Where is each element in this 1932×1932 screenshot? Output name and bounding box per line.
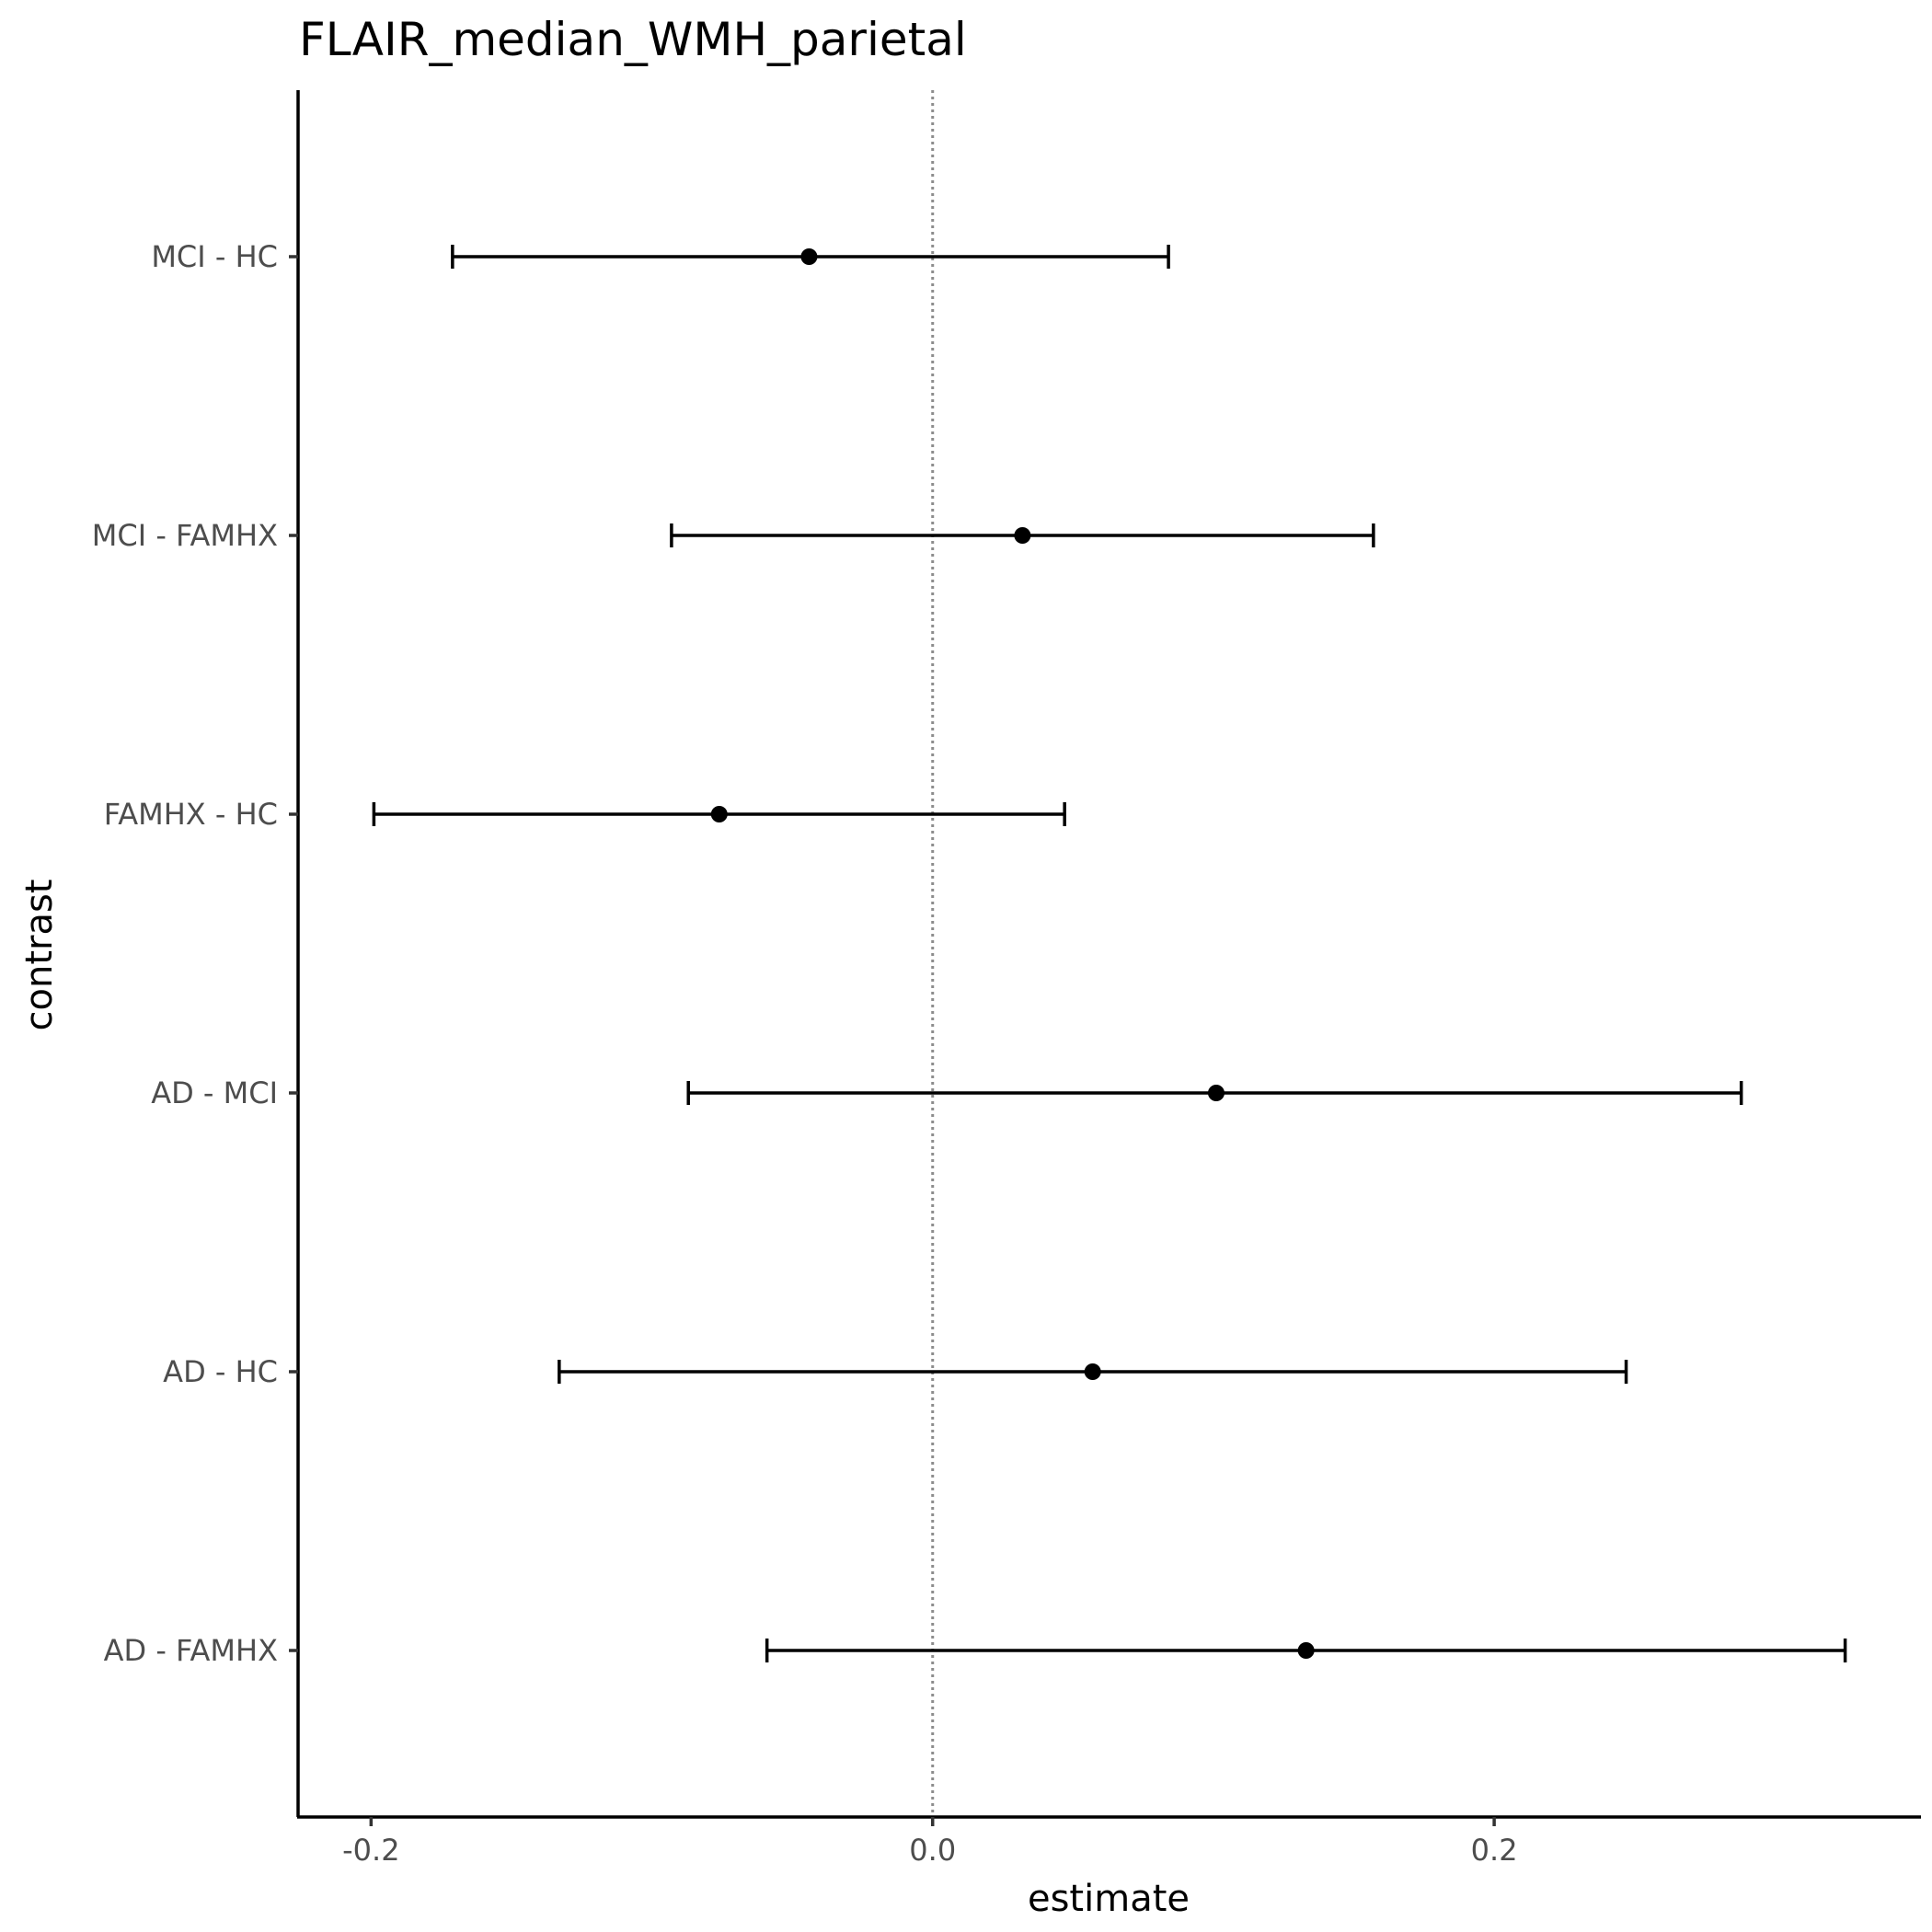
- contrast-row: [558, 1360, 1628, 1384]
- contrast-row: [765, 1639, 1847, 1662]
- y-axis-title: contrast: [18, 880, 61, 1031]
- x-tick-label: 0.2: [1471, 1833, 1518, 1868]
- estimate-point: [1297, 1642, 1315, 1659]
- x-tick-label: 0.0: [909, 1833, 956, 1868]
- estimate-point: [710, 806, 728, 822]
- y-tick-label: AD - MCI: [151, 1075, 278, 1110]
- y-tick-label: AD - FAMHX: [104, 1633, 278, 1668]
- contrast-row: [670, 523, 1375, 547]
- contrast-row: [686, 1081, 1743, 1105]
- marks-layer: [372, 245, 1847, 1662]
- estimate-point: [1014, 527, 1031, 544]
- chart-title: FLAIR_median_WMH_parietal: [299, 13, 967, 66]
- estimate-point: [1207, 1085, 1225, 1101]
- y-tick-label: FAMHX - HC: [104, 797, 278, 832]
- estimate-point: [1084, 1363, 1101, 1380]
- contrast-row: [372, 802, 1066, 826]
- axes-layer: [296, 90, 1921, 1819]
- x-axis-title: estimate: [1028, 1878, 1190, 1920]
- y-tick-label: MCI - HC: [151, 239, 278, 274]
- x-tick-label: -0.2: [342, 1833, 399, 1868]
- contrast-row: [451, 245, 1170, 269]
- x-tick-layer: -0.2 0.0 0.2: [342, 1817, 1518, 1868]
- y-tick-layer: MCI - HC MCI - FAMHX FAMHX - HC AD - MCI AD …: [92, 239, 298, 1668]
- y-tick-label: AD - HC: [163, 1354, 278, 1389]
- estimate-point: [800, 248, 818, 265]
- y-tick-label: MCI - FAMHX: [92, 518, 278, 553]
